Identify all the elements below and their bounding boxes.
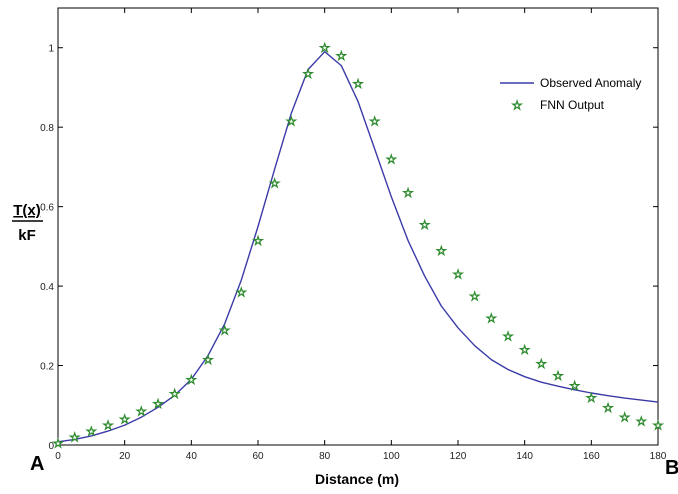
fnn-point-2: ★ [86,425,96,438]
series-lines [57,51,659,443]
x-tick-label-4: 80 [319,451,331,462]
y-tick-label-5: 1 [48,44,54,55]
fnn-point-7: ★ [170,387,180,400]
fnn-point-8: ★ [186,373,196,386]
plot-frame [57,7,659,446]
fnn-point-10: ★ [220,324,230,337]
fnn-point-27: ★ [503,330,513,343]
fnn-point-16: ★ [320,42,330,55]
x-tick-label-0: 0 [55,451,61,462]
x-axis-label: Distance (m) [315,471,399,487]
fnn-point-6: ★ [153,397,163,410]
fnn-point-32: ★ [586,391,596,404]
x-tick-label-9: 180 [650,451,667,462]
y-tick-label-2: 0.4 [40,282,54,293]
legend-star-swatch: ★ [512,99,522,112]
legend-label-fnn: FNN Output [540,98,605,112]
fnn-point-1: ★ [70,431,80,444]
fnn-point-17: ★ [336,50,346,63]
fnn-point-36: ★ [653,419,663,432]
series-line-observed-anomaly [57,51,659,443]
fnn-point-5: ★ [136,405,146,418]
fnn-point-22: ★ [420,219,430,232]
fnn-point-3: ★ [103,419,113,432]
fnn-point-15: ★ [303,68,313,81]
axis-ticks: 0 20 40 60 80 100 120 140 160 180 0 0.2 0.4 0.6 0.8 1 [40,8,667,462]
fnn-point-20: ★ [386,153,396,166]
fnn-point-23: ★ [436,244,446,257]
fnn-point-35: ★ [636,415,646,428]
fnn-point-31: ★ [570,379,580,392]
series-markers: ★ ★ ★ ★ ★ ★ ★ ★ ★ ★ ★ ★ ★ ★ ★ ★ ★ ★ ★ ★ ★ ★ ★ ★ ★ ★ ★ ★ ★ ★ ★ ★ ★ ★ ★ ★ ★ [52,41,663,450]
x-tick-label-8: 160 [583,451,600,462]
x-tick-label-1: 20 [119,451,131,462]
corner-label-right: B [665,457,678,479]
y-axis-label-bottom: kF [18,227,36,244]
fnn-point-26: ★ [486,312,496,325]
y-tick-label-1: 0.2 [40,362,54,373]
fnn-point-19: ★ [370,115,380,128]
y-axis-label-top: T(x) [13,202,41,219]
fnn-point-18: ★ [353,78,363,91]
x-tick-label-3: 60 [252,451,264,462]
corner-label-left: A [30,453,44,475]
fnn-point-34: ★ [620,411,630,424]
fnn-point-12: ★ [253,234,263,247]
x-tick-label-7: 140 [516,451,533,462]
y-tick-label-4: 0.8 [40,123,54,134]
fnn-point-0: ★ [53,437,63,450]
fnn-point-4: ★ [120,413,130,426]
fnn-point-14: ★ [286,115,296,128]
fnn-point-29: ★ [536,358,546,371]
x-tick-label-2: 40 [186,451,198,462]
fnn-point-33: ★ [603,401,613,414]
y-tick-label-0: 0 [48,441,54,452]
fnn-point-28: ★ [520,344,530,357]
y-tick-label-3: 0.6 [40,203,54,214]
fnn-point-25: ★ [470,290,480,303]
fnn-point-24: ★ [453,268,463,281]
legend-label-observed: Observed Anomaly [540,76,641,90]
fnn-point-30: ★ [553,370,563,383]
fnn-point-9: ★ [203,354,213,367]
x-tick-label-6: 120 [450,451,467,462]
fnn-point-11: ★ [236,286,246,299]
fnn-point-21: ★ [403,187,413,200]
legend: Observed Anomaly ★ FNN Output [500,76,641,113]
fnn-point-13: ★ [270,177,280,190]
x-tick-label-5: 100 [383,451,400,462]
